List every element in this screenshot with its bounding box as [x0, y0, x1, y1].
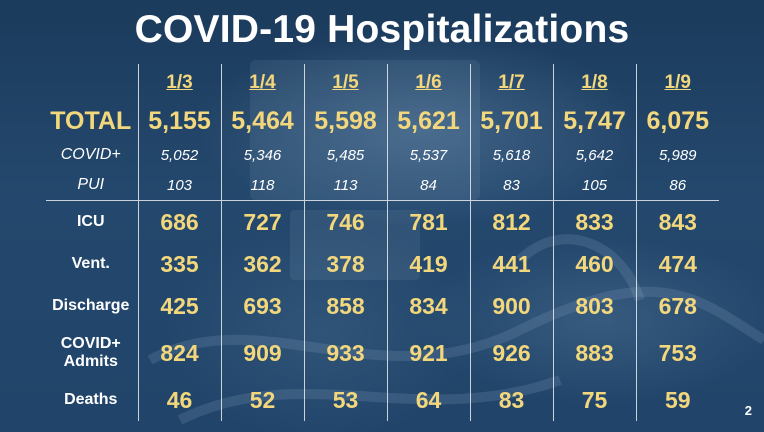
table-cell: 46	[137, 379, 221, 421]
table-cell: 781	[386, 200, 470, 243]
row-label: COVID+	[60, 146, 121, 163]
table-cell: 926	[469, 327, 553, 379]
table-cell: 83	[469, 379, 553, 421]
column-header: 1/3	[137, 64, 221, 102]
table-cell: 105	[552, 170, 636, 201]
table-cell: 425	[137, 285, 221, 327]
table-cell: 460	[552, 243, 636, 285]
discharge-row: Discharge 425 693 858 834 900 803 678	[46, 285, 719, 327]
table-cell: 5,642	[552, 140, 636, 170]
table-cell: 5,747	[552, 102, 636, 140]
table-cell: 103	[137, 170, 221, 201]
table-cell: 834	[386, 285, 470, 327]
table-cell: 113	[303, 170, 387, 201]
table-cell: 59	[635, 379, 719, 421]
table-cell: 6,075	[635, 102, 719, 140]
row-label: ICU	[46, 200, 138, 243]
page-number: 2	[744, 403, 752, 418]
row-label-line: Admits	[63, 353, 118, 370]
table-cell: 909	[220, 327, 304, 379]
table-cell: 5,701	[469, 102, 553, 140]
row-label-line: COVID+	[60, 335, 121, 352]
table-cell: 686	[137, 200, 221, 243]
column-header: 1/6	[386, 64, 470, 102]
table-cell: 441	[469, 243, 553, 285]
page-title: COVID-19 Hospitalizations	[134, 8, 630, 51]
row-label: Deaths	[64, 391, 118, 408]
covid-admits-row: COVID+ Admits 824 909 933 921 926 883 75…	[46, 327, 719, 379]
table-cell: 693	[220, 285, 304, 327]
hospitalizations-table: 1/3 1/4 1/5 1/6 1/7 1/8 1/9 TOTAL 5,155 …	[46, 64, 719, 421]
table-cell: 753	[635, 327, 719, 379]
table-cell: 362	[220, 243, 304, 285]
column-header: 1/9	[635, 64, 719, 102]
table-cell: 84	[386, 170, 470, 201]
row-label: PUI	[77, 176, 105, 193]
table-cell: 118	[220, 170, 304, 201]
column-header: 1/5	[303, 64, 387, 102]
row-label: TOTAL	[50, 106, 132, 135]
table-cell: 843	[635, 200, 719, 243]
table-cell: 5,537	[386, 140, 470, 170]
table-cell: 64	[386, 379, 470, 421]
row-label: Vent.	[71, 255, 110, 272]
table-cell: 335	[137, 243, 221, 285]
table-cell: 746	[303, 200, 387, 243]
deaths-row: Deaths 46 52 53 64 83 75 59	[46, 379, 719, 421]
table-cell: 75	[552, 379, 636, 421]
covid-positive-row: COVID+ 5,052 5,346 5,485 5,537 5,618 5,6…	[46, 140, 719, 170]
total-row: TOTAL 5,155 5,464 5,598 5,621 5,701 5,74…	[46, 102, 719, 140]
table-cell: 727	[220, 200, 304, 243]
table-cell: 5,598	[303, 102, 387, 140]
table-cell: 883	[552, 327, 636, 379]
table-cell: 858	[303, 285, 387, 327]
table-cell: 812	[469, 200, 553, 243]
row-label: COVID+ Admits	[46, 327, 138, 379]
icu-row: ICU 686 727 746 781 812 833 843	[46, 200, 719, 243]
table-cell: 803	[552, 285, 636, 327]
table-cell: 5,052	[137, 140, 221, 170]
table-cell: 5,989	[635, 140, 719, 170]
table-cell: 921	[386, 327, 470, 379]
column-header: 1/7	[469, 64, 553, 102]
table-cell: 824	[137, 327, 221, 379]
table-cell: 474	[635, 243, 719, 285]
table-cell: 900	[469, 285, 553, 327]
column-header: 1/4	[220, 64, 304, 102]
table-cell: 5,346	[220, 140, 304, 170]
row-label: Discharge	[52, 297, 130, 314]
table-cell: 53	[303, 379, 387, 421]
corner-cell	[46, 64, 138, 102]
pui-row: PUI 103 118 113 84 83 105 86	[46, 170, 719, 201]
table-cell: 419	[386, 243, 470, 285]
table-cell: 5,464	[220, 102, 304, 140]
vent-row: Vent. 335 362 378 419 441 460 474	[46, 243, 719, 285]
table-cell: 378	[303, 243, 387, 285]
table-cell: 83	[469, 170, 553, 201]
table-cell: 5,621	[386, 102, 470, 140]
table-cell: 52	[220, 379, 304, 421]
table-cell: 933	[303, 327, 387, 379]
date-header-row: 1/3 1/4 1/5 1/6 1/7 1/8 1/9	[46, 64, 719, 102]
table-cell: 5,618	[469, 140, 553, 170]
table-cell: 833	[552, 200, 636, 243]
table-cell: 678	[635, 285, 719, 327]
table-cell: 5,155	[137, 102, 221, 140]
table-cell: 5,485	[303, 140, 387, 170]
column-header: 1/8	[552, 64, 636, 102]
table-cell: 86	[635, 170, 719, 201]
